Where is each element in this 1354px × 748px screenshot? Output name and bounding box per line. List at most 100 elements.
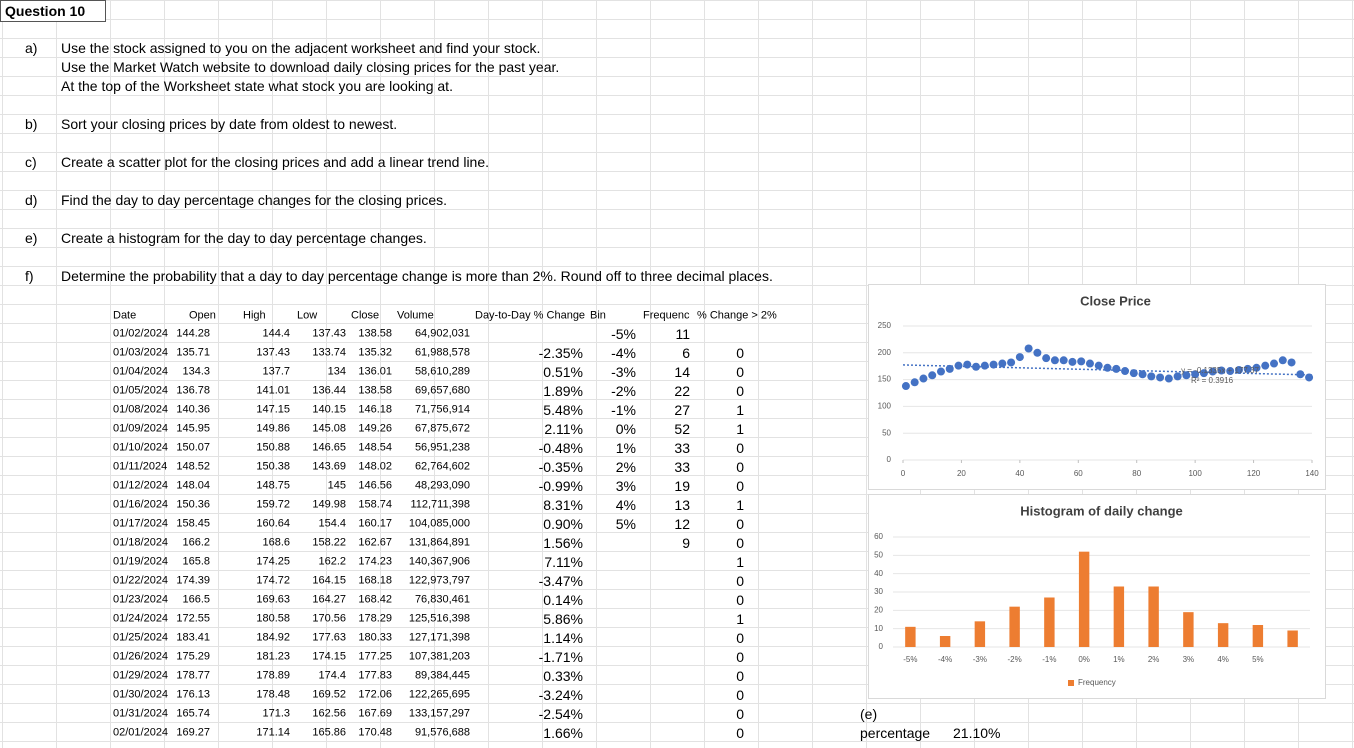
table-cell: 1% [615, 440, 636, 456]
table-cell: 0 [736, 516, 744, 532]
table-cell: 0 [736, 573, 744, 589]
point [1243, 364, 1252, 373]
table-cell: -0.35% [538, 459, 583, 475]
point [1287, 358, 1296, 367]
table-cell: 137.7 [262, 365, 290, 378]
table-header: Close [351, 309, 380, 322]
table-cell: 149.98 [312, 498, 346, 511]
table-cell: 150.36 [176, 498, 210, 511]
table-cell: 0 [736, 535, 744, 551]
point [1138, 370, 1147, 379]
table-cell: 136.78 [176, 384, 210, 397]
table-cell: 171.14 [256, 726, 290, 739]
table-cell: 19 [674, 478, 690, 494]
table-header: Date [113, 309, 137, 322]
point [980, 361, 989, 370]
point [945, 364, 954, 373]
table-cell: 0 [736, 725, 744, 741]
point [1112, 364, 1121, 373]
table-cell: 162.2 [318, 555, 346, 568]
table-cell: 150.38 [256, 460, 290, 473]
table-cell: 76,830,461 [414, 593, 470, 606]
table-cell: 56,951,238 [414, 441, 470, 454]
table-cell: 6 [682, 345, 690, 361]
table-cell: 165.8 [182, 555, 210, 568]
table-cell: 0 [736, 364, 744, 380]
x-tick-label: 80 [1132, 469, 1141, 478]
table-cell: 169.27 [176, 726, 210, 739]
bar [939, 636, 951, 647]
table-cell: 147.15 [256, 403, 290, 416]
x-tick-label: 100 [1188, 469, 1202, 478]
table-cell: 58,610,289 [414, 365, 470, 378]
x-tick-label: -5% [903, 655, 917, 664]
table-cell: 01/16/2024 [113, 498, 169, 511]
table-cell: -2% [611, 383, 636, 399]
table-cell: 180.33 [358, 631, 392, 644]
table-cell: 1 [736, 497, 744, 513]
table-header: % Change > 2% [697, 309, 777, 322]
x-tick-label: -2% [1008, 655, 1022, 664]
point [1164, 374, 1173, 383]
scatter-chart-area [868, 284, 1326, 490]
point [1182, 371, 1191, 380]
table-cell: 5.86% [543, 611, 583, 627]
table-cell: -3% [611, 364, 636, 380]
table-cell: 7.11% [544, 554, 583, 570]
point [936, 367, 945, 376]
table-cell: 0.90% [543, 516, 583, 532]
table-cell: 64,902,031 [414, 327, 470, 340]
table-cell: 112,711,398 [410, 498, 470, 511]
question-text: Create a scatter plot for the closing pr… [61, 154, 490, 170]
question-label: c) [25, 154, 37, 170]
table-cell: 174.39 [176, 574, 210, 587]
table-cell: 71,756,914 [414, 403, 470, 416]
table-cell: 0 [736, 649, 744, 665]
point [1085, 359, 1094, 368]
table-cell: 178.77 [176, 669, 210, 682]
table-cell: 168.18 [358, 574, 392, 587]
table-cell: 137.43 [312, 327, 346, 340]
trendline [902, 364, 1313, 376]
table-cell: 159.72 [256, 498, 290, 511]
table-cell: 146.65 [312, 441, 346, 454]
table-cell: 22 [674, 383, 690, 399]
table-cell: 134 [327, 365, 346, 378]
table-header: Frequenc [643, 309, 690, 322]
y-tick-label: 10 [874, 624, 883, 633]
table-cell: 0 [736, 630, 744, 646]
table-cell: 2% [615, 459, 636, 475]
table-cell: 140.36 [176, 403, 210, 416]
table-cell: 145.08 [312, 422, 346, 435]
table-cell: 0.51% [543, 364, 583, 380]
y-tick-label: 60 [874, 532, 883, 541]
point [1147, 372, 1156, 381]
table-cell: 1 [736, 421, 744, 437]
table-cell: 174.23 [358, 555, 392, 568]
table-cell: 01/18/2024 [113, 536, 169, 549]
table-cell: 125,516,398 [408, 612, 470, 625]
table-cell: 145 [327, 479, 346, 492]
legend-label: Frequency [1078, 678, 1116, 687]
x-tick-label: 140 [1305, 469, 1319, 478]
table-cell: 174.25 [256, 555, 290, 568]
table-cell: 146.18 [358, 403, 392, 416]
table-cell: 01/12/2024 [113, 479, 169, 492]
x-tick-label: -4% [938, 655, 952, 664]
bar [1148, 586, 1159, 647]
table-cell: 162.67 [358, 536, 392, 549]
table-cell: 0 [736, 345, 744, 361]
point [998, 359, 1007, 368]
table-cell: 13 [674, 497, 690, 513]
point [1033, 348, 1042, 357]
bar [1183, 612, 1194, 647]
table-cell: 181.23 [256, 650, 290, 663]
point [963, 360, 972, 369]
table-cell: 149.86 [256, 422, 290, 435]
table-cell: 166.2 [182, 536, 210, 549]
trendline-equation: y = -0.1335x + 177.37 [1181, 366, 1259, 375]
bar [1078, 551, 1090, 647]
question-text: Use the stock assigned to you on the adj… [61, 40, 541, 56]
table-cell: 01/31/2024 [113, 707, 169, 720]
